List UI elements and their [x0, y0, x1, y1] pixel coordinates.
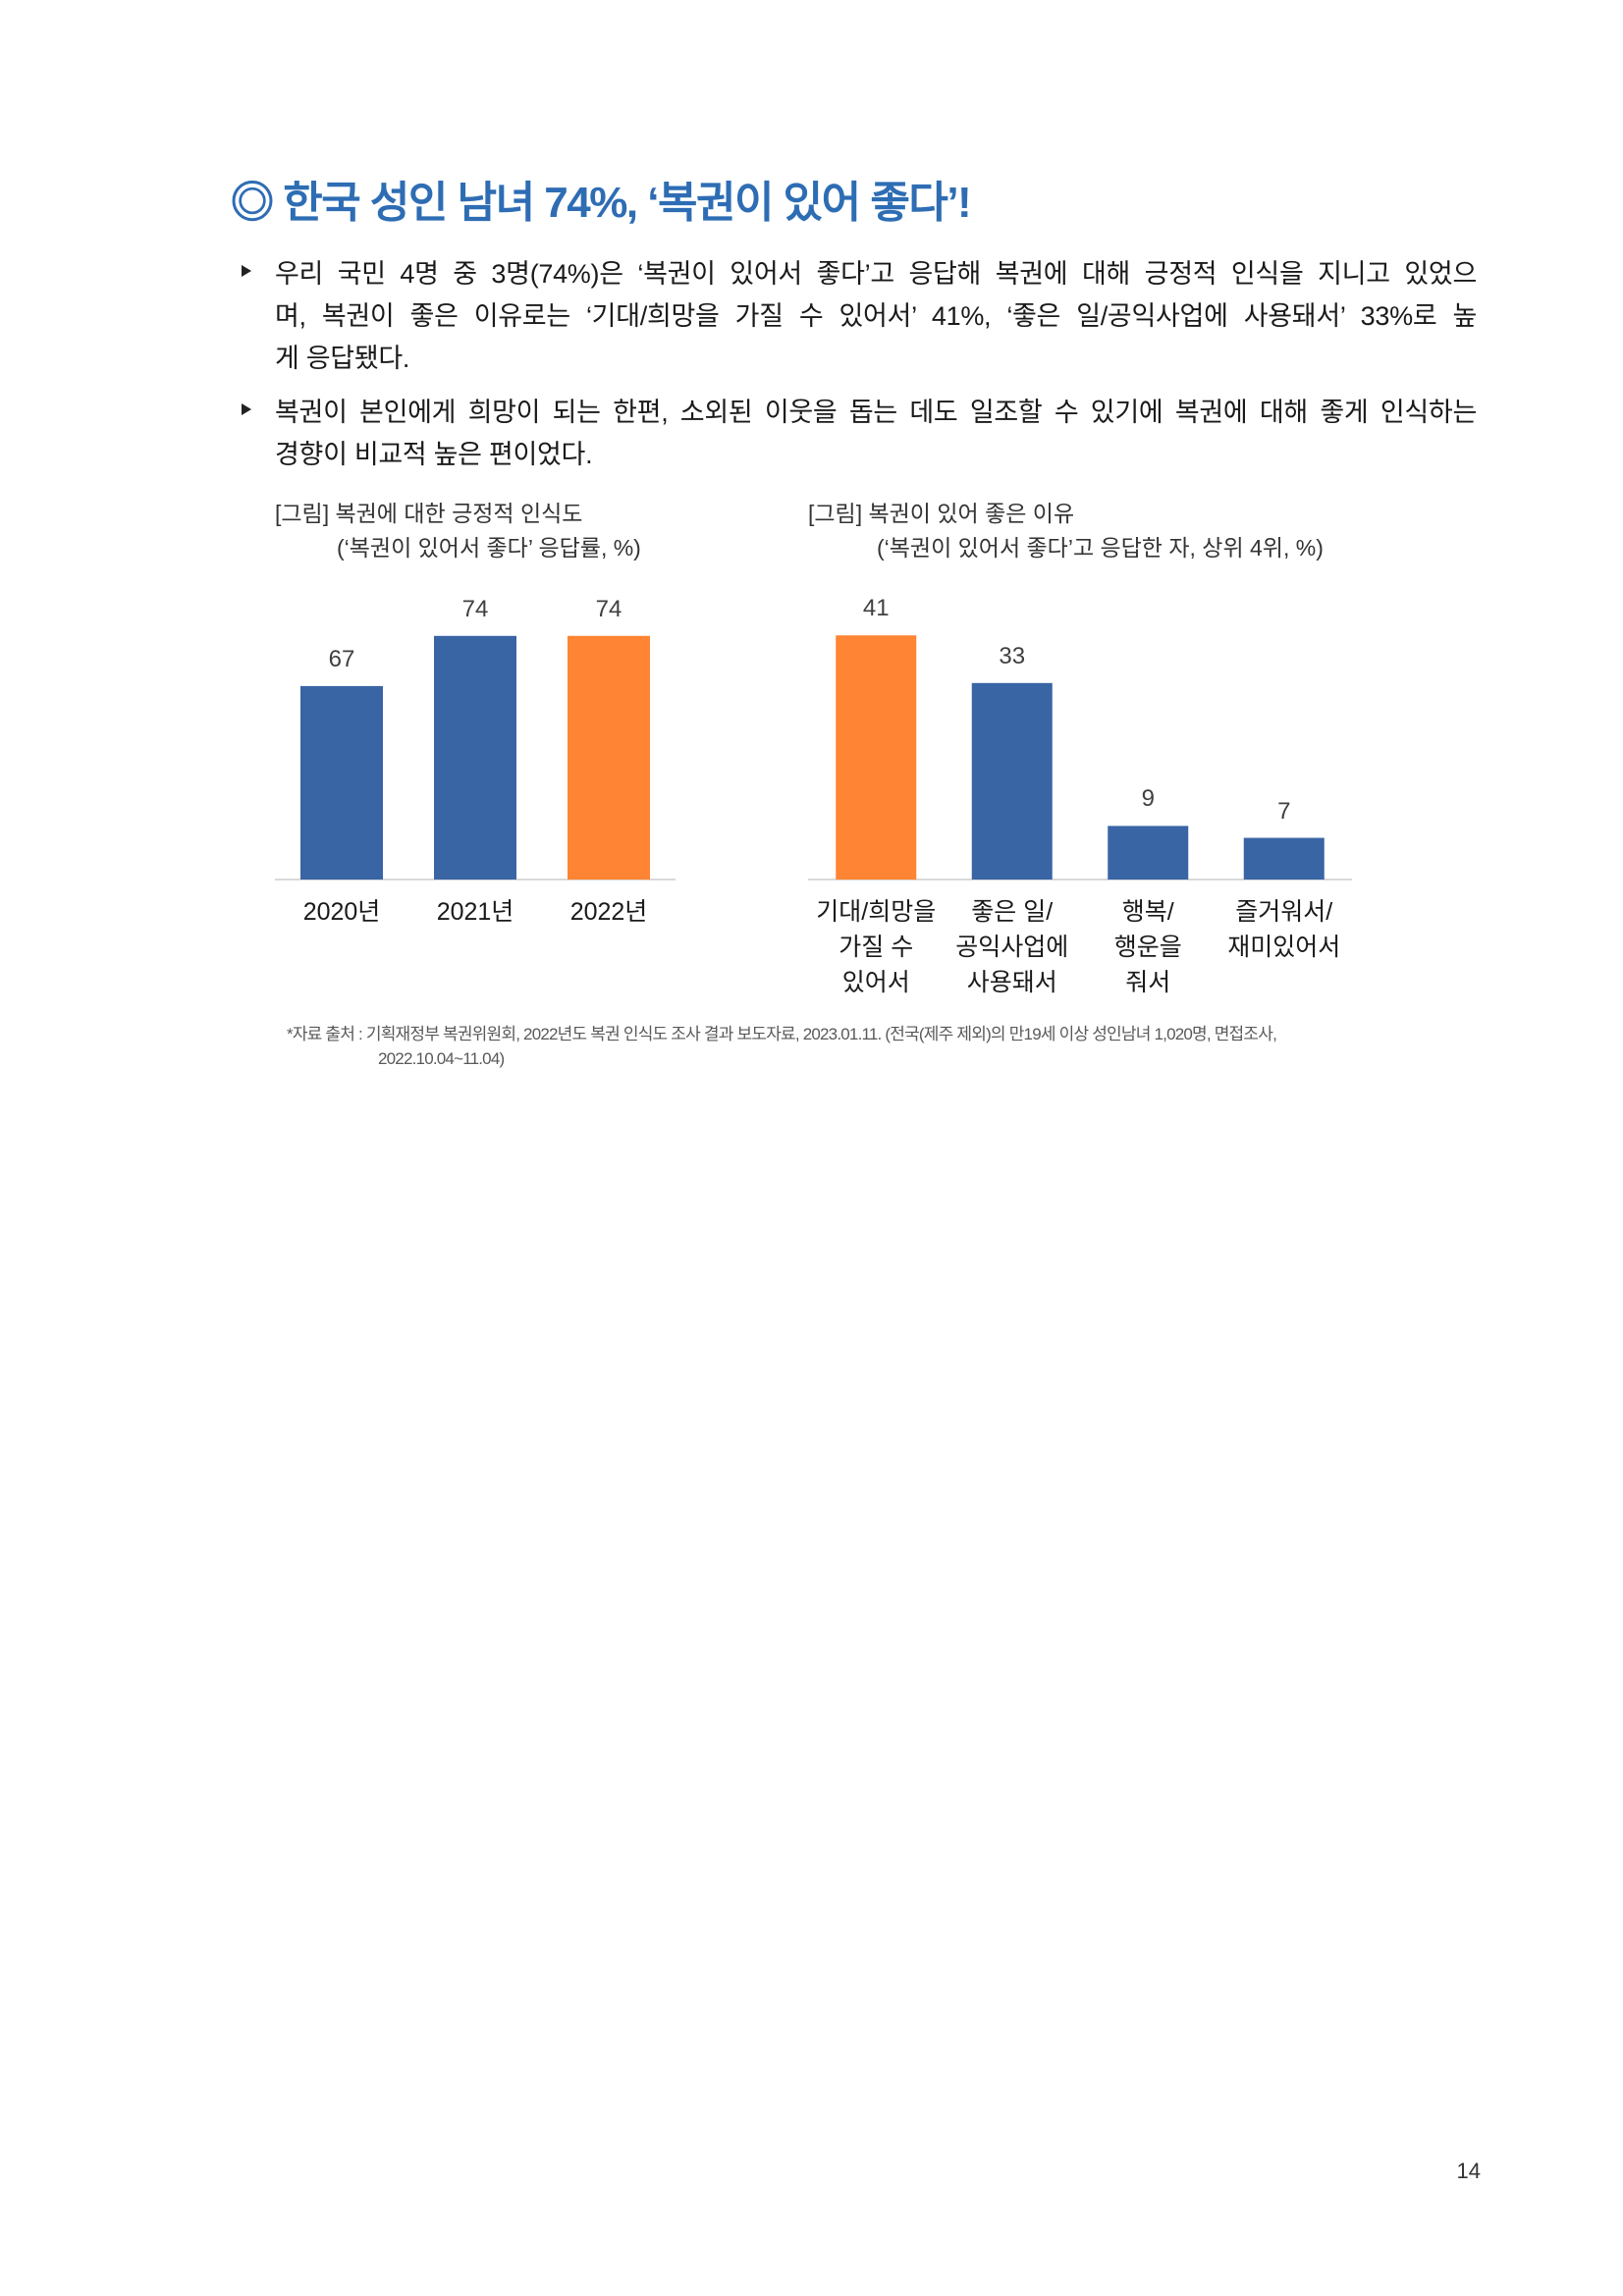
category-label: 즐거워서/ 재미있어서: [1227, 898, 1341, 961]
figure-subcaption: (‘복권이 있어서 좋다’ 응답률, %): [337, 535, 641, 561]
bar-3: [1108, 826, 1189, 880]
paragraph-line: 게 응답됐다.: [275, 344, 410, 373]
bar-value-label: 7: [1277, 797, 1291, 825]
chart-plot-area: [275, 635, 676, 881]
bar-4: [1243, 837, 1325, 880]
paragraph-line: 경향이 비교적 높은 편이었다.: [275, 440, 593, 469]
page-title: ◎ 한국 성인 남녀 74%, ‘복권이 있어 좋다’!: [231, 179, 972, 227]
source-note-line: 2022.10.04~11.04): [378, 1049, 505, 1068]
bullet-item: 우리 국민 4명 중 3명(74%)은 ‘복권이 있어서 좋다’고 응답해 복권…: [242, 253, 1477, 380]
category-label: 행복/ 행운을 줘서: [1113, 898, 1182, 996]
bar-value-label: 74: [595, 595, 622, 622]
category-label: 2022년: [569, 898, 648, 926]
figure-caption: [그림] 복권에 대한 긍정적 인식도: [275, 501, 583, 526]
bar-2: [971, 682, 1053, 880]
bar-1: [300, 685, 383, 880]
bar-value-label: 74: [461, 595, 489, 622]
figure-subcaption: (‘복권이 있어서 좋다’고 응답한 자, 상위 4위, %): [877, 535, 1324, 561]
bar-value-label: 9: [1141, 785, 1155, 813]
figure-caption: [그림] 복권이 있어 좋은 이유: [808, 501, 1075, 526]
category-label: 2021년: [436, 898, 514, 926]
source-note-line: *자료 출처 : 기획재정부 복권위원회, 2022년도 복권 인식도 조사 결…: [287, 1025, 1277, 1043]
chart-positive-perception: 67 2020년 74 2021년 74 2022년: [275, 579, 676, 1011]
page-number: 14: [1456, 2159, 1481, 2183]
chart-plot-area: [808, 635, 1352, 881]
bar-value-label: 67: [328, 645, 355, 672]
category-label: 2020년: [302, 898, 381, 926]
paragraph-line: 우리 국민 4명 중 3명(74%)은 ‘복권이 있어서 좋다’고 응답해 복권…: [275, 259, 1477, 289]
bar-1: [836, 635, 917, 880]
bullet-list: 우리 국민 4명 중 3명(74%)은 ‘복권이 있어서 좋다’고 응답해 복권…: [242, 253, 1477, 476]
bar-2: [434, 635, 516, 880]
bullet-triangle-icon: [242, 265, 251, 277]
paragraph-line: 복권이 본인에게 희망이 되는 한편, 소외된 이웃을 돕는 데도 일조할 수 …: [275, 398, 1477, 427]
bullet-triangle-icon: [242, 403, 251, 415]
bar-value-label: 41: [862, 595, 890, 622]
category-label: 기대/희망을 가질 수 있어서: [816, 898, 937, 996]
paragraph-line: 며, 복권이 좋은 이유로는 ‘기대/희망을 가질 수 있어서’ 41%, ‘좋…: [275, 301, 1477, 331]
bar-3: [568, 635, 650, 880]
bullet-item: 복권이 본인에게 희망이 되는 한편, 소외된 이웃을 돕는 데도 일조할 수 …: [242, 392, 1477, 476]
bar-value-label: 33: [999, 642, 1026, 669]
chart-reasons-good: 41 기대/희망을 가질 수 있어서 33 좋은 일/ 공익사업에 사용돼서 9 행복/ …: [808, 579, 1352, 1011]
category-label: 좋은 일/ 공익사업에 사용돼서: [955, 898, 1069, 996]
